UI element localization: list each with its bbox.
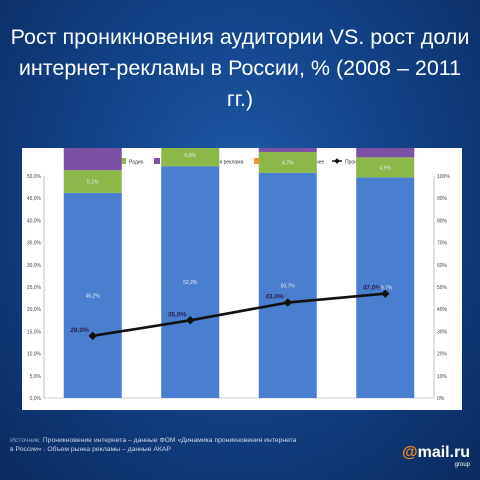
bar-segment xyxy=(63,170,122,193)
bar-data-label: 52,2% xyxy=(183,280,198,286)
legend-label: Наружная реклама xyxy=(199,160,244,166)
legend-label: Радио xyxy=(129,160,144,166)
line-data-label: 35,0% xyxy=(168,311,187,318)
bar-segment xyxy=(258,152,317,173)
bar-segment xyxy=(356,148,415,158)
bar-data-label: 5,1% xyxy=(87,180,99,186)
line-data-label: 47,0% xyxy=(363,285,382,292)
left-tick-label: 30,0% xyxy=(27,263,42,269)
line-marker xyxy=(283,298,292,307)
bar-segment xyxy=(161,148,220,167)
logo-at: @ xyxy=(402,444,418,461)
bar-data-label: 50,7% xyxy=(281,283,296,289)
bar-data-label: 4,5% xyxy=(380,165,392,171)
bar-segment xyxy=(63,192,122,398)
left-tick-label: 10,0% xyxy=(27,352,42,358)
right-tick-label: 0% xyxy=(437,396,445,402)
right-tick-label: 60% xyxy=(437,263,448,269)
legend-swatch xyxy=(120,158,126,164)
bar-data-label: 5,0% xyxy=(185,153,197,159)
logo-group: group xyxy=(454,462,470,468)
line-marker xyxy=(186,316,195,325)
bar-segment xyxy=(356,157,415,178)
right-tick-label: 30% xyxy=(437,329,448,335)
right-tick-label: 100% xyxy=(437,174,450,180)
bar-segment xyxy=(258,148,317,153)
bar-data-label: 46,2% xyxy=(86,293,101,299)
bar-data-label: 4,7% xyxy=(282,160,294,166)
title-line-1: Рост проникновения аудитории VS. рост до… xyxy=(10,25,470,49)
right-tick-label: 40% xyxy=(437,307,448,313)
left-tick-label: 0,0% xyxy=(30,396,42,402)
source-text-2: в России» . Объем рынка рекламы – данные… xyxy=(10,446,171,453)
right-tick-label: 80% xyxy=(437,218,448,224)
right-tick-label: 50% xyxy=(437,285,448,291)
legend-swatch xyxy=(154,158,160,164)
slide-title: Рост проникновения аудитории VS. рост до… xyxy=(10,22,470,115)
bar-segment xyxy=(356,177,415,398)
title-line-2: интернет-рекламы в России, % (2008 – 201… xyxy=(18,56,462,111)
chart-panel: ТВРадиоСМИНаружная рекламаИнтернетПрочее… xyxy=(22,148,462,410)
source-text-1: Проникновение интернета – данные ФОМ «Ди… xyxy=(40,437,297,444)
mailru-logo: @mail.ru group xyxy=(402,444,474,474)
left-tick-label: 25,0% xyxy=(27,285,42,291)
legend-line-marker xyxy=(334,158,340,164)
left-tick-label: 5,0% xyxy=(30,374,42,380)
line-marker xyxy=(88,331,97,341)
right-tick-label: 90% xyxy=(437,196,448,202)
left-tick-label: 15,0% xyxy=(27,329,42,335)
legend-swatch xyxy=(254,158,260,164)
left-tick-label: 20,0% xyxy=(27,307,42,313)
right-tick-label: 20% xyxy=(437,352,448,358)
left-tick-label: 45,0% xyxy=(27,196,42,202)
line-data-label: 43,0% xyxy=(265,294,284,301)
line-data-label: 28,0% xyxy=(70,327,89,334)
right-tick-label: 10% xyxy=(437,374,448,380)
source-note: Источник: Проникновение интернета – данн… xyxy=(10,436,340,454)
right-tick-label: 70% xyxy=(437,241,448,247)
logo-name: mail.ru xyxy=(417,444,471,461)
source-label: Источник: xyxy=(10,437,41,444)
penetration-line xyxy=(92,292,386,338)
stacked-bar-chart: ТВРадиоСМИНаружная рекламаИнтернетПрочее… xyxy=(27,148,450,402)
left-tick-label: 40,0% xyxy=(27,218,42,224)
bar-segment xyxy=(161,166,220,398)
line-marker xyxy=(381,289,390,298)
bar-data-label: 49,7% xyxy=(378,286,393,292)
left-tick-label: 50,0% xyxy=(27,174,42,180)
left-tick-label: 35,0% xyxy=(27,241,42,247)
bar-segment xyxy=(63,148,122,171)
bar-segment xyxy=(258,172,317,398)
